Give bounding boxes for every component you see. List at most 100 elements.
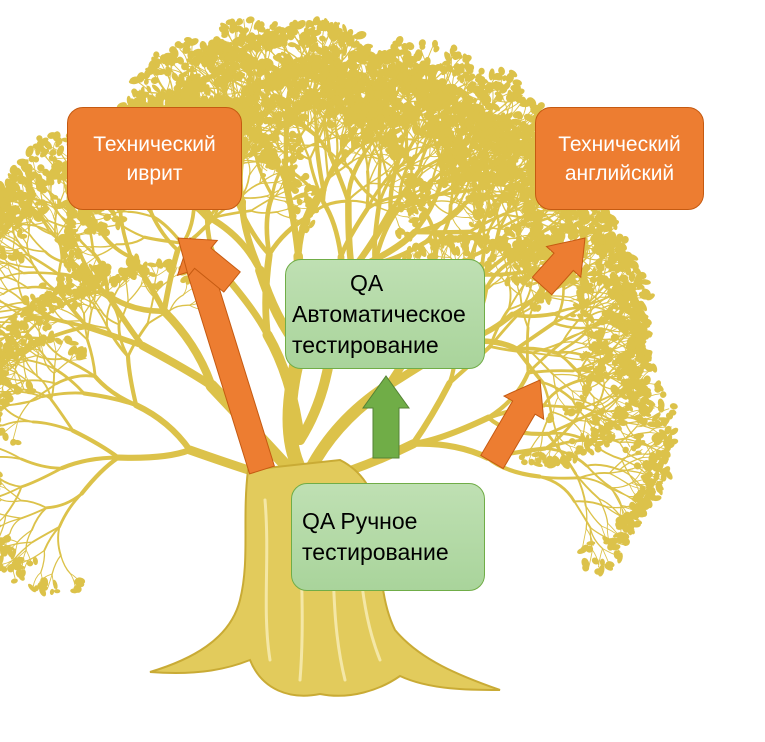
tree-branch xyxy=(0,485,23,498)
tree-branch xyxy=(338,207,370,260)
tree-branch xyxy=(31,420,75,433)
tree-branch xyxy=(0,524,3,526)
tree-branch xyxy=(54,374,97,386)
tree-branch xyxy=(552,373,577,377)
tree-branch xyxy=(0,513,2,515)
tree-branch xyxy=(126,322,149,359)
tree-branch xyxy=(264,193,275,257)
tree-branch xyxy=(552,321,587,330)
tree-branch xyxy=(12,421,19,440)
tree-branch xyxy=(111,287,120,304)
tree-branch xyxy=(44,340,65,360)
tree-branch xyxy=(573,500,592,529)
tree-branch xyxy=(2,286,29,295)
tree-branch xyxy=(0,525,3,527)
tree-branch xyxy=(0,234,6,239)
tree-branch xyxy=(0,499,22,503)
tree-branch xyxy=(0,424,4,427)
tree-branch xyxy=(4,485,23,516)
tree-branch xyxy=(26,253,60,276)
tree-branch xyxy=(609,338,628,349)
tree-branch xyxy=(417,132,435,173)
tree-branch xyxy=(83,295,96,315)
tree-branch xyxy=(85,338,97,378)
tree-branch xyxy=(585,464,612,488)
tree-branch xyxy=(0,525,3,528)
tree-branch xyxy=(212,209,253,219)
tree-branch xyxy=(538,475,576,503)
tree-branch xyxy=(16,529,33,543)
tree-branch xyxy=(20,499,48,509)
tree-branch xyxy=(36,375,53,401)
tree-branch xyxy=(0,499,3,502)
tree-branch xyxy=(125,283,129,302)
tree-branch xyxy=(54,209,58,237)
tree-branch xyxy=(0,263,10,270)
tree-branch xyxy=(79,319,109,329)
tree-branch xyxy=(7,400,32,407)
tree-branch xyxy=(1,360,17,371)
tree-branch xyxy=(317,114,319,132)
tree-branch xyxy=(608,472,631,486)
tree-leaf xyxy=(245,16,255,24)
tree-branch xyxy=(51,303,65,322)
tree-branch xyxy=(0,497,3,501)
tree-branch xyxy=(0,260,25,274)
tree-branch xyxy=(525,326,530,375)
tree-branch xyxy=(19,466,64,489)
tree-branch xyxy=(115,236,146,246)
tree-branch xyxy=(22,246,47,253)
tree-branch xyxy=(40,549,46,574)
tree-branch xyxy=(0,513,23,519)
tree-branch xyxy=(0,387,3,389)
tree-branch xyxy=(50,201,68,222)
tree-branch xyxy=(70,428,121,460)
tree-branch xyxy=(54,368,86,395)
tree-branch xyxy=(125,354,139,408)
tree-branch xyxy=(140,274,151,287)
tree-branch xyxy=(146,295,155,325)
tree-branch xyxy=(27,549,45,562)
tree-branch xyxy=(44,492,84,510)
tree-branch xyxy=(18,363,38,377)
tree-branch xyxy=(4,421,19,433)
tree-branch xyxy=(35,354,65,361)
tree-branch xyxy=(128,254,167,315)
tree-branch xyxy=(314,133,326,192)
tree-branch xyxy=(0,376,6,379)
tree-branch xyxy=(7,541,33,547)
tree-branch xyxy=(127,285,142,302)
tree-branch xyxy=(514,346,560,356)
tree-leaf xyxy=(319,35,326,42)
tree-branch xyxy=(142,277,155,298)
tree-branch xyxy=(0,499,3,501)
tree-branch xyxy=(115,446,193,461)
tree-branch xyxy=(377,158,382,205)
tree-branch xyxy=(63,319,89,341)
tree-branch xyxy=(60,554,71,574)
tree-branch xyxy=(514,321,556,351)
tree-branch xyxy=(240,182,261,199)
tree-branch xyxy=(0,268,7,278)
tree-branch xyxy=(161,247,181,315)
tree-branch xyxy=(19,457,64,470)
tree-branch xyxy=(412,179,444,235)
tree-branch xyxy=(0,339,3,342)
tree-branch xyxy=(169,294,184,312)
tree-branch xyxy=(100,309,120,326)
tree-branch xyxy=(4,276,29,289)
tree-branch xyxy=(0,272,25,281)
tree-branch xyxy=(17,266,20,283)
tree-branch xyxy=(265,186,284,197)
tree-branch xyxy=(432,200,456,204)
tree-branch xyxy=(20,506,48,520)
tree-branch xyxy=(412,229,472,235)
tree-branch xyxy=(0,477,23,488)
tree-branch xyxy=(28,232,47,253)
tree-branch xyxy=(0,291,5,295)
tree-branch xyxy=(25,215,30,235)
tree-branch xyxy=(16,400,32,423)
tree-branch xyxy=(0,424,4,427)
tree-branch xyxy=(541,381,574,401)
